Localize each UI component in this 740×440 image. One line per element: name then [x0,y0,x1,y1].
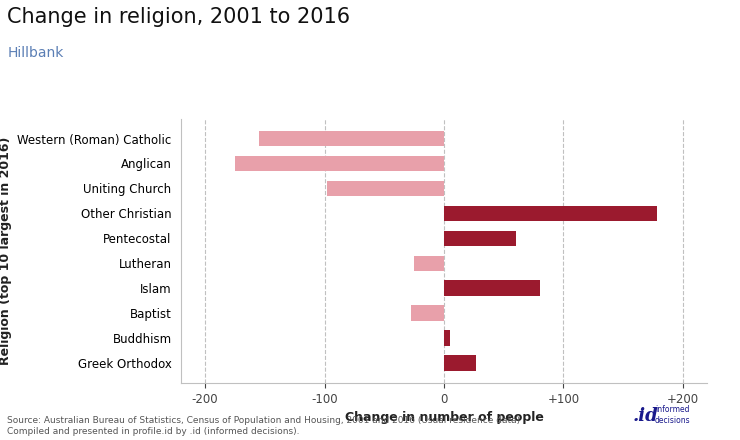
Text: informed
decisions: informed decisions [655,405,690,425]
Bar [414,256,444,271]
Bar [444,330,450,346]
Text: .id: .id [633,407,659,425]
X-axis label: Change in number of people: Change in number of people [345,411,543,424]
Bar [327,181,444,196]
Text: Hillbank: Hillbank [7,46,64,60]
Text: Change in religion, 2001 to 2016: Change in religion, 2001 to 2016 [7,7,351,26]
Bar [259,131,444,146]
Bar [444,356,477,371]
Bar [444,231,516,246]
Y-axis label: Religion (top 10 largest in 2016): Religion (top 10 largest in 2016) [0,136,12,365]
Bar [444,280,539,296]
Bar [235,156,444,171]
Bar [411,305,444,321]
Text: Source: Australian Bureau of Statistics, Census of Population and Housing, 2001 : Source: Australian Bureau of Statistics,… [7,416,520,436]
Bar [444,205,656,221]
